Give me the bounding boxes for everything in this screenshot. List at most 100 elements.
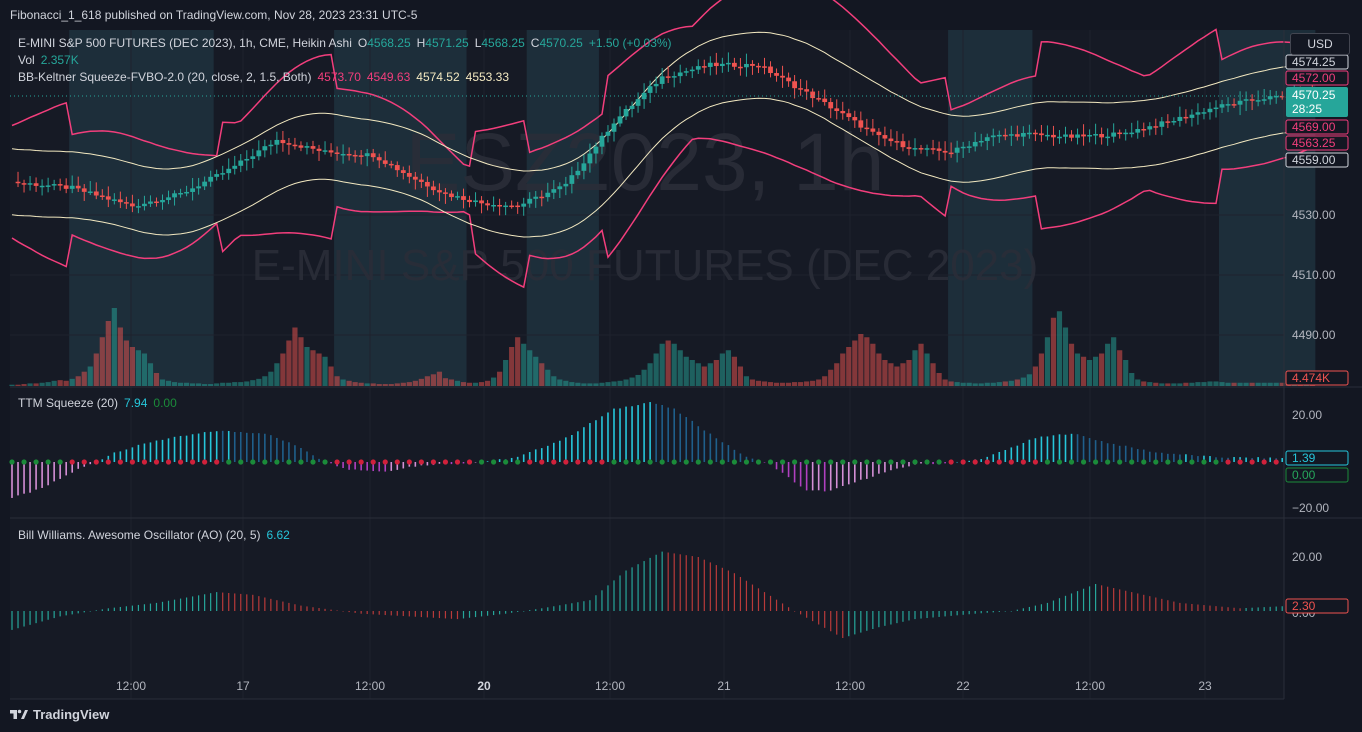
- volume-bar: [472, 382, 479, 386]
- ao-bar: [643, 561, 645, 611]
- volume-bar: [888, 363, 894, 386]
- pane-separators: [10, 30, 1362, 700]
- ao-tick-label: 20.00: [1292, 550, 1322, 564]
- ttm-dot: [274, 459, 280, 465]
- volume-bar: [208, 384, 214, 386]
- ttm-bar: [703, 430, 706, 462]
- candle-body: [45, 185, 51, 187]
- volume-bar: [232, 382, 238, 386]
- volume-bar: [497, 371, 503, 386]
- ttm-bar: [360, 462, 362, 471]
- candle-body: [515, 205, 521, 208]
- ttm-bar: [793, 462, 796, 483]
- bb-value-2: 4549.63: [366, 70, 411, 84]
- candle-body: [99, 195, 105, 197]
- ao-bar: [733, 573, 735, 611]
- ao-bar: [565, 604, 567, 611]
- candle-body: [208, 176, 214, 182]
- ttm-bar: [1161, 452, 1163, 462]
- volume-bar: [1111, 337, 1117, 386]
- candle-body: [725, 62, 731, 65]
- candle-body: [605, 131, 611, 136]
- ao-bar: [812, 611, 814, 622]
- ao-bar: [739, 576, 742, 611]
- volume-bar: [569, 382, 575, 386]
- volume-bar: [322, 356, 328, 386]
- ao-value-1: 6.62: [266, 528, 290, 542]
- ttm-bar: [1058, 434, 1061, 462]
- ttm-bar: [553, 442, 555, 462]
- ttm-bar: [1010, 447, 1013, 462]
- open-label: O: [357, 36, 368, 50]
- candle-body: [1159, 121, 1165, 127]
- volume-bar: [647, 363, 653, 386]
- ttm-bar: [312, 455, 314, 462]
- ao-bar: [493, 611, 495, 616]
- candle-body: [641, 92, 647, 100]
- ttm-dot: [1153, 459, 1159, 465]
- ao-bar: [23, 611, 25, 627]
- volume-bar: [936, 373, 942, 386]
- ttm-bar: [727, 445, 730, 462]
- ttm-bar: [107, 455, 110, 462]
- volume-bar: [960, 382, 966, 386]
- ao-bar: [1245, 608, 1247, 611]
- ttm-bar: [571, 435, 573, 462]
- ao-bar: [1034, 605, 1036, 611]
- candle-body: [774, 73, 779, 76]
- ao-bar: [276, 600, 278, 611]
- ao-bar: [119, 606, 121, 611]
- ttm-bar: [288, 442, 290, 462]
- ttm-dot: [153, 459, 160, 465]
- ttm-bar: [589, 423, 591, 462]
- ttm-dot: [1068, 459, 1075, 465]
- ttm-bar: [673, 408, 675, 462]
- candle-body: [701, 66, 707, 68]
- ao-bar: [697, 557, 699, 611]
- candle-body: [274, 139, 280, 145]
- candle-body: [972, 141, 978, 147]
- watermark-ticker: ESZ2023, 1h: [406, 117, 885, 208]
- candle-body: [81, 188, 87, 192]
- candle-body: [960, 146, 966, 149]
- ttm-bar: [227, 430, 230, 462]
- ao-bar: [35, 611, 37, 624]
- volume-bar: [1117, 350, 1123, 386]
- volume-bar: [984, 382, 990, 386]
- ao-bar: [258, 596, 260, 611]
- ttm-bar: [1094, 440, 1097, 462]
- ttm-bar: [847, 462, 850, 485]
- volume-bar: [298, 337, 304, 386]
- ao-bar: [384, 611, 386, 616]
- candle-body: [1002, 134, 1008, 137]
- candle-body: [1279, 95, 1285, 98]
- ttm-bar: [209, 431, 212, 462]
- ttm-bar: [372, 462, 374, 472]
- ao-bar: [234, 593, 236, 611]
- ao-bar: [589, 600, 591, 611]
- ttm-dot: [707, 459, 713, 465]
- ttm-bar: [992, 454, 995, 462]
- ttm-bar: [1209, 456, 1211, 462]
- ttm-bar: [1179, 454, 1181, 462]
- candle-body: [647, 86, 653, 93]
- candle-body: [503, 205, 509, 208]
- ao-bar: [968, 611, 970, 615]
- volume-bar: [256, 378, 262, 386]
- currency-button[interactable]: USD: [1290, 33, 1350, 55]
- candle-body: [111, 199, 117, 201]
- ao-bar: [553, 606, 555, 611]
- ttm-label: TTM Squeeze (20): [18, 396, 119, 410]
- volume-bar: [220, 382, 226, 386]
- candle-body: [545, 192, 551, 198]
- ttm-bar: [29, 462, 31, 493]
- volume-bar: [924, 353, 930, 386]
- volume-bar: [105, 321, 111, 386]
- ttm-bar: [1070, 433, 1073, 462]
- tag-volume-box: [1285, 370, 1349, 386]
- candle-body: [593, 146, 599, 154]
- ao-bar: [366, 611, 368, 615]
- ao-bar: [932, 611, 934, 618]
- tag-kc-lower-right-box: [1285, 119, 1349, 135]
